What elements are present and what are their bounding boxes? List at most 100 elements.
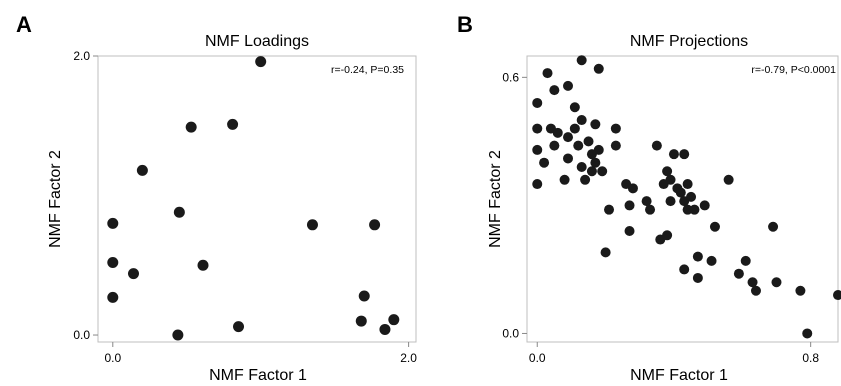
panel-b-data-point xyxy=(559,174,570,185)
panel-b-data-point xyxy=(662,166,673,177)
panel-b-data-point xyxy=(709,221,720,232)
panel-b-data-point xyxy=(532,97,543,108)
panel-a-y-tick-label: 0.0 xyxy=(73,328,90,342)
panel-b-data-point xyxy=(610,123,621,134)
panel-b-data-point xyxy=(771,277,782,288)
panel-b-data-point xyxy=(590,119,601,130)
panel-b-data-point xyxy=(665,196,676,207)
panel-b-data-point xyxy=(627,183,638,194)
panel-b-data-point xyxy=(641,196,652,207)
panel-a-annotation: r=-0.24, P=0.35 xyxy=(331,64,404,76)
panel-b-data-point xyxy=(563,132,574,143)
panel-b-data-point xyxy=(549,85,560,96)
panel-b-data-point xyxy=(768,221,779,232)
panel-b-data-point xyxy=(604,204,615,215)
panel-a-data-point xyxy=(227,118,239,130)
panel-b-data-point xyxy=(624,200,635,211)
panel-a-data-point xyxy=(369,219,381,231)
panel-b-data-point xyxy=(576,115,587,126)
panel-a-data-point xyxy=(172,329,184,341)
panel-a-title: NMF Loadings xyxy=(205,33,309,50)
panel-a-data-point xyxy=(233,321,245,333)
panel-b-points xyxy=(532,55,841,339)
panel-b-data-point xyxy=(610,140,621,151)
panel-b-ticks: 0.0 0.8 0.0 0.6 xyxy=(502,70,819,365)
panel-a-data-point xyxy=(379,323,391,335)
panel-b-data-point xyxy=(795,285,806,296)
panel-b-data-point xyxy=(549,140,560,151)
panel-b-y-tick-label: 0.6 xyxy=(502,70,519,84)
panel-b-data-point xyxy=(662,230,673,241)
panel-b-data-point xyxy=(682,179,693,190)
panel-b-x-tick-label: 0.8 xyxy=(802,351,819,365)
panel-b-data-point xyxy=(747,277,758,288)
panel-b-data-point xyxy=(552,127,563,138)
panel-b-y-axis-label: NMF Factor 2 xyxy=(487,150,504,248)
panel-b-plot-frame xyxy=(526,55,839,343)
panel-b-data-point xyxy=(569,123,580,134)
panel-a-data-point xyxy=(197,259,209,271)
panel-b-data-point xyxy=(833,290,841,301)
panel-b-data-point xyxy=(723,174,734,185)
panel-a-data-point xyxy=(185,121,197,133)
panel-a-data-point xyxy=(107,291,119,303)
panel-b-data-point xyxy=(580,174,591,185)
panel-b-data-point xyxy=(542,68,553,79)
panel-a: A NMF Loadings r=-0.24, P=0.35 NMF Facto… xyxy=(16,12,417,384)
panel-a-data-point xyxy=(136,164,148,176)
panel-b-data-point xyxy=(651,140,662,151)
panel-a-data-point xyxy=(306,219,318,231)
panel-a-data-point xyxy=(107,217,119,229)
panel-b-data-point xyxy=(576,55,587,66)
panel-b-data-point xyxy=(593,144,604,155)
panel-b-data-point xyxy=(665,174,676,185)
panel-b-data-point xyxy=(593,63,604,74)
panel-b-data-point xyxy=(706,255,717,266)
panel-a-data-point xyxy=(255,56,267,68)
panel-b-data-point xyxy=(563,153,574,164)
panel-b-title: NMF Projections xyxy=(630,33,748,50)
panel-b-data-point xyxy=(583,136,594,147)
panel-b-data-point xyxy=(624,226,635,237)
panel-a-letter: A xyxy=(16,12,32,37)
panel-b-data-point xyxy=(532,144,543,155)
panel-b-data-point xyxy=(597,166,608,177)
panel-a-data-point xyxy=(107,256,119,268)
panel-b-x-tick-label: 0.0 xyxy=(529,351,546,365)
panel-b-data-point xyxy=(569,102,580,113)
panel-b-y-tick-label: 0.0 xyxy=(502,326,519,340)
panel-a-x-tick-label: 2.0 xyxy=(400,351,417,365)
panel-a-data-point xyxy=(355,315,367,327)
panel-b-data-point xyxy=(692,272,703,283)
panel-b-annotation: r=-0.79, P<0.0001 xyxy=(751,64,836,76)
panel-b-letter: B xyxy=(457,12,473,37)
panel-a-x-axis-label: NMF Factor 1 xyxy=(209,367,307,384)
panel-b-data-point xyxy=(686,191,697,202)
panel-a-data-point xyxy=(358,290,370,302)
panel-b-data-point xyxy=(573,140,584,151)
panel-a-plot-frame xyxy=(97,55,417,343)
panel-b-data-point xyxy=(586,166,597,177)
panel-a-ticks: 0.0 2.0 0.0 2.0 xyxy=(73,49,417,365)
panel-b-data-point xyxy=(679,149,690,160)
panel-a-data-point xyxy=(173,206,185,218)
panel-b-data-point xyxy=(668,149,679,160)
panel-b-data-point xyxy=(576,161,587,172)
panel-b-data-point xyxy=(675,187,686,198)
panel-b-data-point xyxy=(532,123,543,134)
panel-a-y-axis-label: NMF Factor 2 xyxy=(47,150,64,248)
panel-b-data-point xyxy=(682,204,693,215)
panel-b-data-point xyxy=(733,268,744,279)
panel-b-data-point xyxy=(802,328,813,339)
panel-b-data-point xyxy=(699,200,710,211)
panel-a-x-tick-label: 0.0 xyxy=(104,351,121,365)
panel-b-data-point xyxy=(563,80,574,91)
panel-a-points xyxy=(107,56,400,341)
panel-b-data-point xyxy=(679,264,690,275)
panel-a-y-tick-label: 2.0 xyxy=(73,49,90,63)
panel-b-data-point xyxy=(645,204,656,215)
panel-b-x-axis-label: NMF Factor 1 xyxy=(630,367,728,384)
panel-b-data-point xyxy=(600,247,611,258)
panel-a-data-point xyxy=(388,314,400,326)
